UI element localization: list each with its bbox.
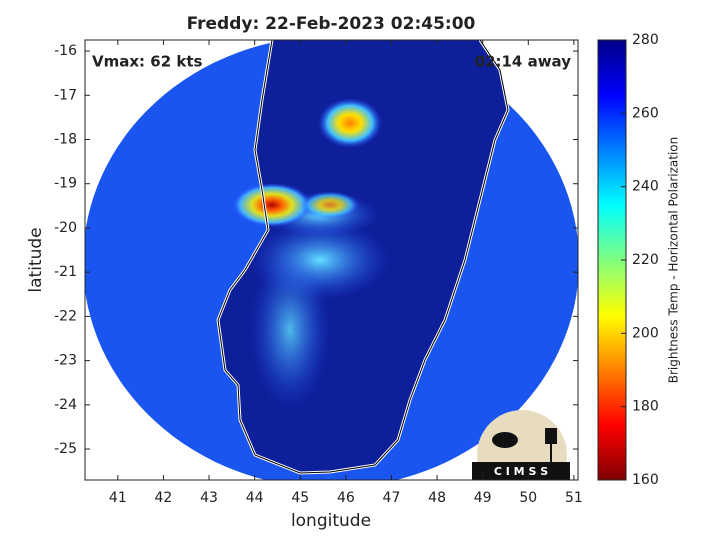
plot-frame bbox=[84, 39, 579, 481]
y-tick-label: -20 bbox=[54, 220, 77, 236]
colorbar-tick-label: 180 bbox=[632, 399, 659, 415]
colorbar-tick-label: 220 bbox=[632, 252, 659, 268]
annotation: 02:14 away bbox=[475, 53, 572, 71]
x-tick-label: 43 bbox=[200, 490, 218, 506]
y-tick-label: -23 bbox=[54, 353, 77, 369]
y-tick-label: -21 bbox=[54, 264, 77, 280]
logo-text: C I M S S bbox=[494, 465, 548, 478]
y-tick-label: -24 bbox=[54, 397, 77, 413]
x-tick-label: 46 bbox=[337, 490, 355, 506]
y-axis-label: latitude bbox=[26, 227, 46, 292]
y-tick-label: -22 bbox=[54, 308, 77, 324]
y-tick-label: -18 bbox=[54, 131, 77, 147]
y-tick-label: -17 bbox=[54, 87, 77, 103]
colorbar-tick-label: 200 bbox=[632, 325, 659, 341]
x-tick-label: 48 bbox=[428, 490, 446, 506]
swath bbox=[85, 40, 578, 480]
x-tick-label: 41 bbox=[109, 490, 127, 506]
x-tick-label: 47 bbox=[383, 490, 401, 506]
annotation: Vmax: 62 kts bbox=[92, 53, 202, 71]
chart-title: Freddy: 22-Feb-2023 02:45:00 bbox=[187, 14, 476, 34]
logo: C I M S S bbox=[472, 410, 570, 480]
colorbar-label: Brightness Temp - Horizontal Polarizatio… bbox=[667, 137, 681, 384]
x-tick-label: 44 bbox=[246, 490, 264, 506]
x-tick-label: 42 bbox=[155, 490, 173, 506]
colorbar-tick-label: 240 bbox=[632, 179, 659, 195]
colorbar-tick-label: 280 bbox=[632, 32, 659, 48]
colorbar-tick-label: 260 bbox=[632, 105, 659, 121]
y-tick-label: -19 bbox=[54, 176, 77, 192]
y-tick-label: -25 bbox=[54, 441, 77, 457]
x-tick-label: 49 bbox=[474, 490, 492, 506]
colorbar-tick-label: 160 bbox=[632, 472, 659, 488]
x-axis-label: longitude bbox=[291, 511, 371, 531]
x-tick-label: 51 bbox=[565, 490, 583, 506]
y-tick-label: -16 bbox=[54, 43, 77, 59]
x-tick-label: 50 bbox=[519, 490, 537, 506]
x-tick-label: 45 bbox=[291, 490, 309, 506]
